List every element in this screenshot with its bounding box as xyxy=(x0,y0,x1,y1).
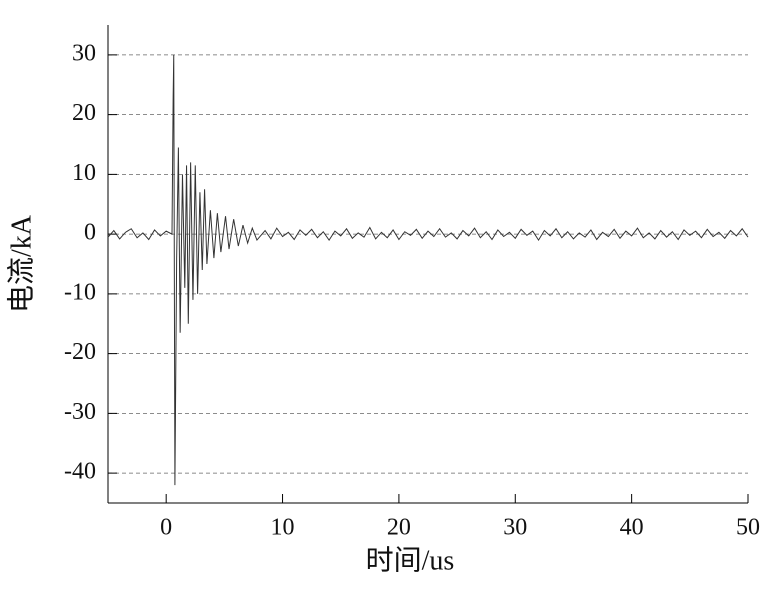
y-tick-label: -10 xyxy=(64,279,96,305)
x-axis-label: 时间/us xyxy=(366,544,455,576)
x-tick-label: 20 xyxy=(387,515,411,541)
y-tick-label: 10 xyxy=(72,160,96,186)
y-tick-label: -20 xyxy=(64,339,96,365)
y-tick-label: -30 xyxy=(64,399,96,425)
x-tick-label: 10 xyxy=(271,515,295,541)
x-tick-label: 50 xyxy=(736,515,760,541)
x-tick-label: 0 xyxy=(160,515,172,541)
x-tick-label: 40 xyxy=(620,515,644,541)
y-tick-label: 30 xyxy=(72,40,96,66)
y-tick-label: -40 xyxy=(64,459,96,485)
y-axis-label: 电流/kA xyxy=(5,214,37,313)
y-tick-label: 0 xyxy=(84,220,96,246)
signal-line xyxy=(107,54,749,486)
x-tick-label: 30 xyxy=(503,515,527,541)
y-tick-label: 20 xyxy=(72,100,96,126)
